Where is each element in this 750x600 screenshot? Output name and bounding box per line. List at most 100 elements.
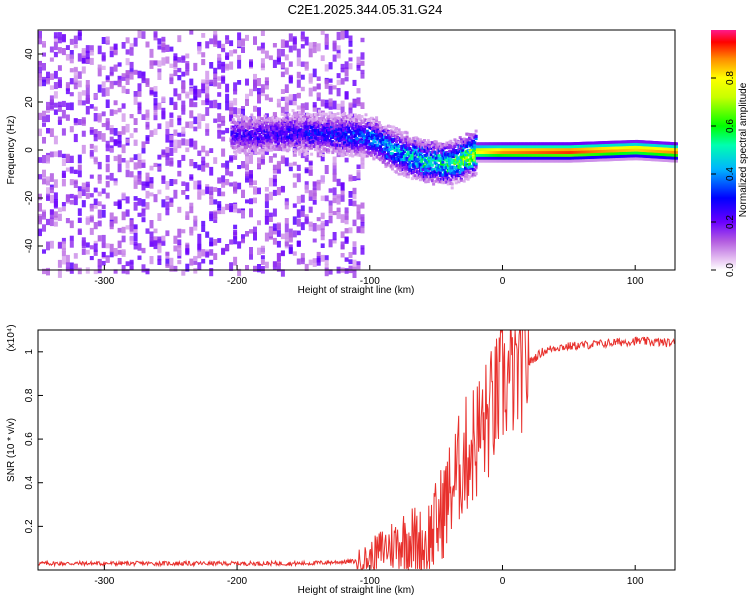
spectrogram-cell <box>337 117 341 120</box>
spectrogram-cell <box>473 143 477 147</box>
spectrogram-cell <box>299 117 303 121</box>
spectrogram-cell <box>327 150 331 154</box>
spectrogram-cell <box>284 119 288 122</box>
spectrogram-cell <box>315 118 319 122</box>
spectrogram-cell <box>77 119 82 126</box>
spectrogram-cell <box>299 146 303 150</box>
spectrogram-cell <box>181 190 186 195</box>
spectrogram-cell <box>422 139 426 142</box>
spectrogram-cell <box>292 230 297 238</box>
spectrogram-cell <box>105 257 110 263</box>
spectrogram-cell <box>46 78 50 85</box>
spectrogram-cell <box>221 64 226 73</box>
spectrogram-cell <box>296 195 301 204</box>
spectrogram-cell <box>225 63 230 71</box>
spectrogram-cell <box>280 187 285 193</box>
spectrogram-cell <box>260 63 265 68</box>
spectrogram-cell <box>373 152 377 156</box>
spectrogram-cell <box>221 48 226 53</box>
spectrogram-cell <box>400 133 404 137</box>
spectrogram-cell <box>352 187 357 195</box>
spectrogram-cell <box>235 122 239 126</box>
spectrogram-cell <box>193 219 198 227</box>
spectrogram-cell <box>399 140 402 144</box>
spectrogram-cell <box>328 200 333 206</box>
spectrogram-cell <box>169 118 174 128</box>
spectrogram-cell <box>177 139 182 149</box>
spectrogram-cell <box>101 88 106 97</box>
spectrogram-cell <box>141 247 146 254</box>
spectrogram-cell <box>217 53 222 61</box>
spectrogram-cell <box>241 238 245 244</box>
spectrogram-cell <box>42 63 46 71</box>
spectrogram-cell <box>433 170 437 174</box>
spectrogram-cell <box>449 157 453 161</box>
spectrogram-cell <box>217 124 222 133</box>
spectrogram-cell <box>425 160 429 164</box>
spectrogram-cell <box>73 169 78 174</box>
spectrogram-cell <box>145 268 150 275</box>
spectrogram-cell <box>85 45 90 53</box>
spectrogram-cell <box>161 96 166 103</box>
spectrogram-cell <box>169 265 174 272</box>
spectrogram-cell <box>404 137 408 141</box>
spectrogram-cell <box>241 46 245 53</box>
spectrogram-cell <box>258 148 262 152</box>
spectrogram-cell <box>353 149 357 153</box>
spectrogram-cell <box>348 199 353 206</box>
spectrogram-cell <box>260 117 264 121</box>
spectrogram-cell <box>201 100 206 106</box>
spectrogram-cell <box>320 55 325 61</box>
spectrogram-cell <box>326 138 329 142</box>
spectrogram-cell <box>413 148 417 152</box>
spectrogram-cell <box>445 180 449 184</box>
spectrogram-cell <box>221 120 226 126</box>
spectrogram-cell <box>197 252 202 259</box>
spectrogram-cell <box>97 131 102 140</box>
spectrogram-cell <box>177 67 182 73</box>
spectrogram-cell <box>272 189 277 196</box>
spectrogram-cell <box>165 152 170 160</box>
spectrogram-cell <box>253 232 257 237</box>
spectrogram-cell <box>429 158 433 162</box>
spectrogram-cell <box>424 175 428 179</box>
spectrogram-cell <box>245 178 249 183</box>
spectrogram-cell <box>97 235 102 242</box>
spectrogram-cell <box>105 163 110 173</box>
spectrogram-cell <box>268 177 273 187</box>
spectrogram-cell <box>133 201 138 211</box>
spectrogram-cell <box>352 146 356 150</box>
spectrogram-cell <box>425 178 429 182</box>
spectrogram-cell <box>307 113 311 117</box>
spectrogram-cell <box>137 102 142 110</box>
spectrogram-cell <box>113 180 118 186</box>
spectrogram-cell <box>145 121 150 128</box>
spectrogram-cell <box>473 168 477 172</box>
spectrogram-cell <box>233 231 238 240</box>
spectrogram-cell <box>245 93 249 101</box>
spectrogram-cell <box>241 234 245 243</box>
spectrogram-cell <box>69 235 74 241</box>
spectrogram-cell <box>429 153 433 157</box>
spectrogram-cell <box>105 121 110 131</box>
spectrogram-cell <box>53 200 58 209</box>
spectrogram-cell <box>77 217 82 223</box>
spectrogram-cell <box>312 188 317 197</box>
spectrogram-cell <box>401 142 405 145</box>
spectrogram-cell <box>259 141 263 145</box>
spectrogram-cell <box>279 129 283 133</box>
spectrogram-cell <box>348 35 353 43</box>
spectrogram-cell <box>330 116 333 120</box>
spectrogram-cell <box>331 123 335 127</box>
spectrogram-cell <box>337 152 341 156</box>
spectrogram-cell <box>296 126 300 130</box>
spectrogram-cell <box>57 207 62 213</box>
spectrogram-cell <box>181 81 186 90</box>
spectrogram-cell <box>312 238 317 243</box>
spectrogram-cell <box>377 152 381 156</box>
spectrogram-cell <box>360 162 365 169</box>
spectrogram-cell <box>257 81 261 87</box>
spectrogram-cell <box>149 181 154 189</box>
spectrogram-cell <box>393 143 397 147</box>
spectrogram-cell <box>89 216 94 222</box>
